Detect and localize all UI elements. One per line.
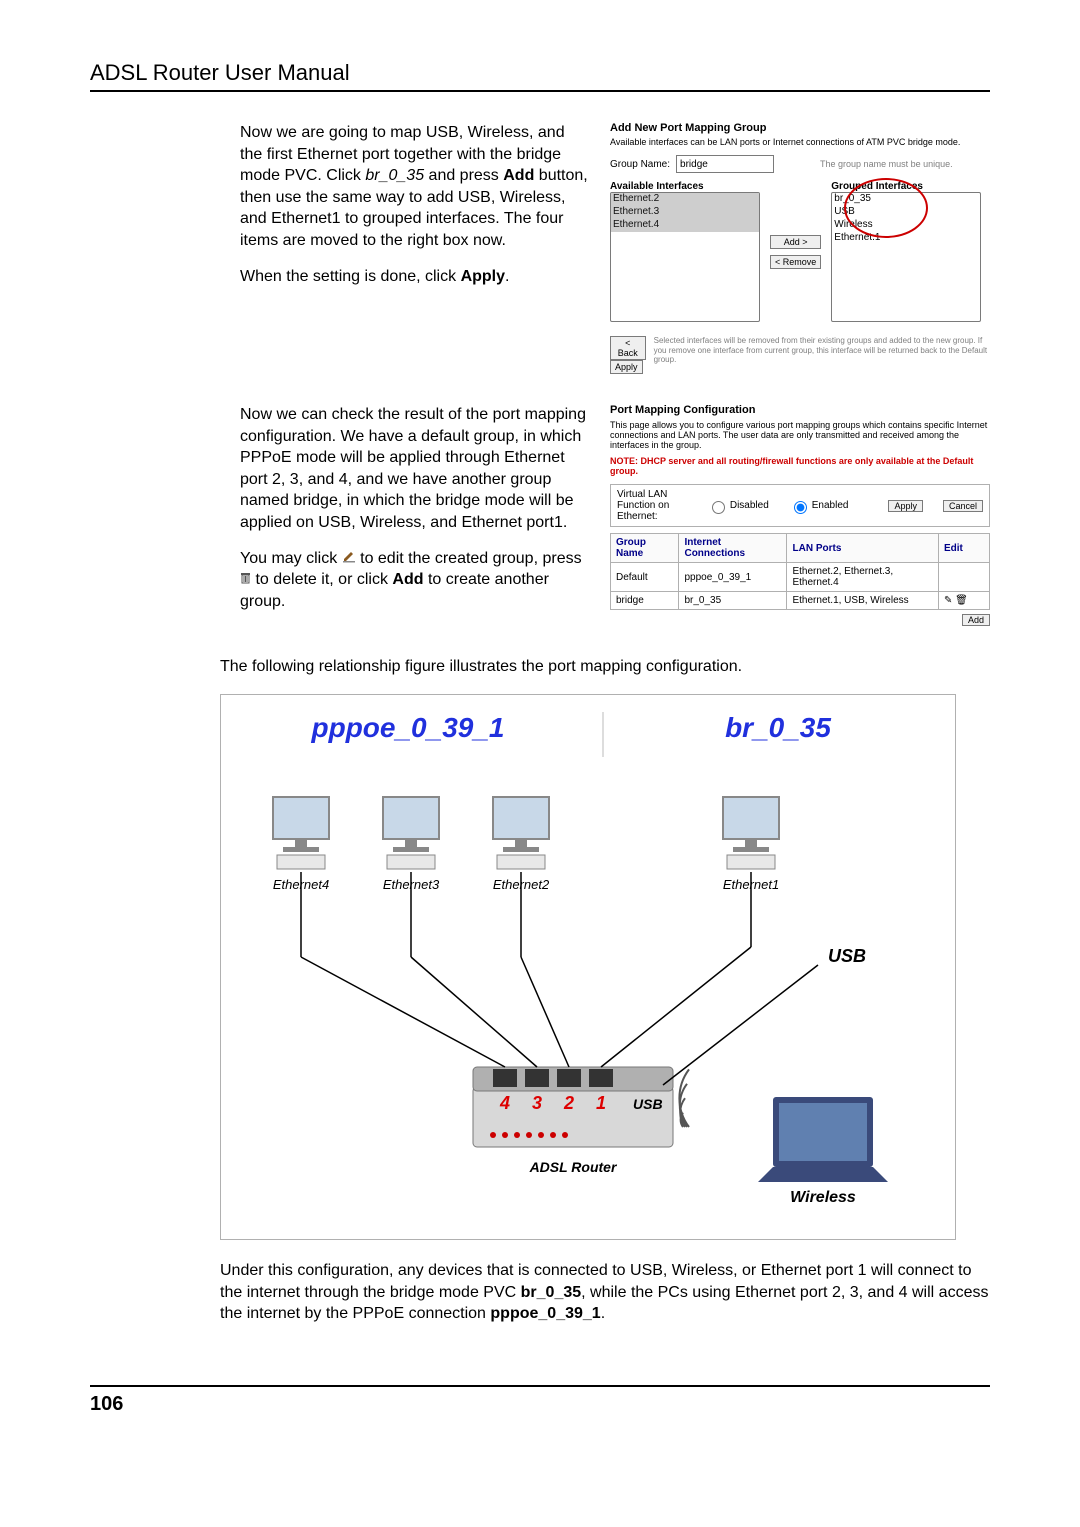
para2: When the setting is done, click Apply. bbox=[240, 266, 590, 288]
cell-edit bbox=[939, 563, 990, 592]
groups-table: Group Name Internet Connections LAN Port… bbox=[610, 533, 990, 610]
page-number: 106 bbox=[90, 1393, 990, 1416]
svg-text:1: 1 bbox=[596, 1093, 606, 1113]
th-conn: Internet Connections bbox=[679, 534, 787, 563]
avail-option[interactable]: Ethernet.2 bbox=[611, 193, 759, 206]
vlan-apply-button[interactable]: Apply bbox=[888, 500, 923, 512]
para2-text-c: . bbox=[505, 268, 509, 285]
cell-lan: Ethernet.2, Ethernet.3, Ethernet.4 bbox=[787, 563, 939, 592]
svg-text:Wireless: Wireless bbox=[790, 1189, 856, 1206]
screenshot-add-group: Add New Port Mapping Group Available int… bbox=[610, 122, 990, 374]
delete-icon[interactable]: 🗑 bbox=[955, 595, 968, 606]
para4-text-a: You may click bbox=[240, 550, 342, 567]
vlan-disabled-label: Disabled bbox=[730, 500, 769, 511]
cell-lan: Ethernet.1, USB, Wireless bbox=[787, 592, 939, 610]
vlan-enabled-radio[interactable]: Enabled bbox=[789, 498, 849, 514]
svg-text:ADSL Router: ADSL Router bbox=[529, 1159, 618, 1175]
vlan-enabled-label: Enabled bbox=[812, 500, 849, 511]
para2-apply: Apply bbox=[461, 268, 505, 285]
para2-text-a: When the setting is done, click bbox=[240, 268, 461, 285]
svg-text:br_0_35: br_0_35 bbox=[725, 712, 831, 743]
para1-text-c: and press bbox=[424, 167, 503, 184]
avail-option[interactable]: Ethernet.4 bbox=[611, 219, 759, 232]
edit-icon[interactable]: ✎ bbox=[944, 595, 952, 606]
grouped-option[interactable]: Wireless bbox=[832, 219, 980, 232]
svg-text:pppoe_0_39_1: pppoe_0_39_1 bbox=[311, 712, 505, 743]
shot1-group-label: Group Name: bbox=[610, 159, 670, 170]
shot1-group-hint: The group name must be unique. bbox=[820, 159, 953, 169]
para6: Under this configuration, any devices th… bbox=[220, 1260, 990, 1325]
avail-option[interactable]: Ethernet.3 bbox=[611, 206, 759, 219]
para4-text-b: to edit the created group, press bbox=[356, 550, 582, 567]
shot1-note: Available interfaces can be LAN ports or… bbox=[610, 137, 990, 147]
vlan-disabled-radio[interactable]: Disabled bbox=[707, 498, 769, 514]
avail-label: Available Interfaces bbox=[610, 181, 760, 192]
para3: Now we can check the result of the port … bbox=[240, 404, 590, 534]
cell-group: Default bbox=[611, 563, 679, 592]
cell-conn: pppoe_0_39_1 bbox=[679, 563, 787, 592]
grouped-label: Grouped Interfaces bbox=[831, 181, 981, 192]
th-lan: LAN Ports bbox=[787, 534, 939, 563]
vlan-label: Virtual LAN Function on Ethernet: bbox=[617, 489, 687, 522]
para5: The following relationship figure illust… bbox=[220, 656, 990, 678]
shot2-desc: This page allows you to configure variou… bbox=[610, 420, 990, 450]
svg-text:2: 2 bbox=[563, 1093, 574, 1113]
para1: Now we are going to map USB, Wireless, a… bbox=[240, 122, 590, 252]
table-row: Defaultpppoe_0_39_1Ethernet.2, Ethernet.… bbox=[611, 563, 990, 592]
shot2-warn: NOTE: DHCP server and all routing/firewa… bbox=[610, 456, 990, 476]
trash-icon bbox=[240, 569, 251, 591]
available-interfaces-list[interactable]: Ethernet.2Ethernet.3Ethernet.4 bbox=[610, 192, 760, 322]
para6-text-e: . bbox=[601, 1305, 605, 1322]
para4-add: Add bbox=[392, 571, 423, 588]
th-edit: Edit bbox=[939, 534, 990, 563]
apply-button[interactable]: Apply bbox=[610, 360, 643, 374]
back-button[interactable]: < Back bbox=[610, 336, 646, 360]
shot2-title: Port Mapping Configuration bbox=[610, 404, 990, 416]
para4: You may click to edit the created group,… bbox=[240, 548, 590, 613]
grouped-interfaces-list[interactable]: br_0_35USBWirelessEthernet.1 bbox=[831, 192, 981, 322]
cell-conn: br_0_35 bbox=[679, 592, 787, 610]
table-row: bridgebr_0_35Ethernet.1, USB, Wireless✎ … bbox=[611, 592, 990, 610]
para1-add: Add bbox=[503, 167, 534, 184]
screenshot-port-mapping-config: Port Mapping Configuration This page all… bbox=[610, 404, 990, 626]
th-group: Group Name bbox=[611, 534, 679, 563]
remove-button[interactable]: < Remove bbox=[770, 255, 821, 269]
shot1-bottom-note: Selected interfaces will be removed from… bbox=[654, 336, 990, 365]
grouped-option[interactable]: USB bbox=[832, 206, 980, 219]
grouped-option[interactable]: br_0_35 bbox=[832, 193, 980, 206]
port-mapping-diagram: pppoe_0_39_1br_0_35Ethernet4Ethernet3Eth… bbox=[220, 694, 956, 1240]
svg-text:USB: USB bbox=[828, 946, 866, 966]
para1-br035: br_0_35 bbox=[365, 167, 424, 184]
para6-br035: br_0_35 bbox=[521, 1284, 582, 1301]
group-name-input[interactable] bbox=[676, 155, 774, 173]
para6-pppoe: pppoe_0_39_1 bbox=[490, 1305, 600, 1322]
footer-rule bbox=[90, 1385, 990, 1387]
svg-text:3: 3 bbox=[532, 1093, 542, 1113]
page-title: ADSL Router User Manual bbox=[90, 60, 990, 90]
pencil-icon bbox=[342, 548, 356, 570]
grouped-option[interactable]: Ethernet.1 bbox=[832, 232, 980, 245]
header-rule bbox=[90, 90, 990, 92]
vlan-cancel-button[interactable]: Cancel bbox=[943, 500, 983, 512]
svg-text:USB: USB bbox=[633, 1096, 663, 1112]
cell-group: bridge bbox=[611, 592, 679, 610]
add-button[interactable]: Add > bbox=[770, 235, 821, 249]
add-group-button[interactable]: Add bbox=[962, 614, 990, 626]
shot1-title: Add New Port Mapping Group bbox=[610, 122, 990, 134]
cell-edit: ✎ 🗑 bbox=[939, 592, 990, 610]
para4-text-c: to delete it, or click bbox=[251, 571, 392, 588]
svg-text:4: 4 bbox=[499, 1093, 510, 1113]
